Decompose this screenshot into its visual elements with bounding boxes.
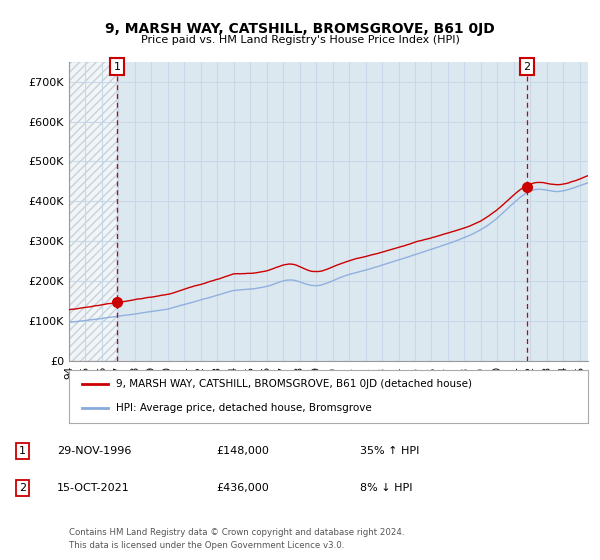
Text: 1: 1 <box>19 446 26 456</box>
Text: £148,000: £148,000 <box>216 446 269 456</box>
Bar <box>69 62 117 361</box>
Text: 9, MARSH WAY, CATSHILL, BROMSGROVE, B61 0JD (detached house): 9, MARSH WAY, CATSHILL, BROMSGROVE, B61 … <box>116 379 472 389</box>
Text: Price paid vs. HM Land Registry's House Price Index (HPI): Price paid vs. HM Land Registry's House … <box>140 35 460 45</box>
Text: HPI: Average price, detached house, Bromsgrove: HPI: Average price, detached house, Brom… <box>116 403 371 413</box>
Text: £436,000: £436,000 <box>216 483 269 493</box>
Text: 2: 2 <box>19 483 26 493</box>
Text: 2: 2 <box>523 62 530 72</box>
Text: 1: 1 <box>113 62 121 72</box>
Text: Contains HM Land Registry data © Crown copyright and database right 2024.
This d: Contains HM Land Registry data © Crown c… <box>69 528 404 550</box>
Text: 15-OCT-2021: 15-OCT-2021 <box>57 483 130 493</box>
Text: 9, MARSH WAY, CATSHILL, BROMSGROVE, B61 0JD: 9, MARSH WAY, CATSHILL, BROMSGROVE, B61 … <box>105 22 495 36</box>
Text: 8% ↓ HPI: 8% ↓ HPI <box>360 483 413 493</box>
Text: 29-NOV-1996: 29-NOV-1996 <box>57 446 131 456</box>
Text: 35% ↑ HPI: 35% ↑ HPI <box>360 446 419 456</box>
